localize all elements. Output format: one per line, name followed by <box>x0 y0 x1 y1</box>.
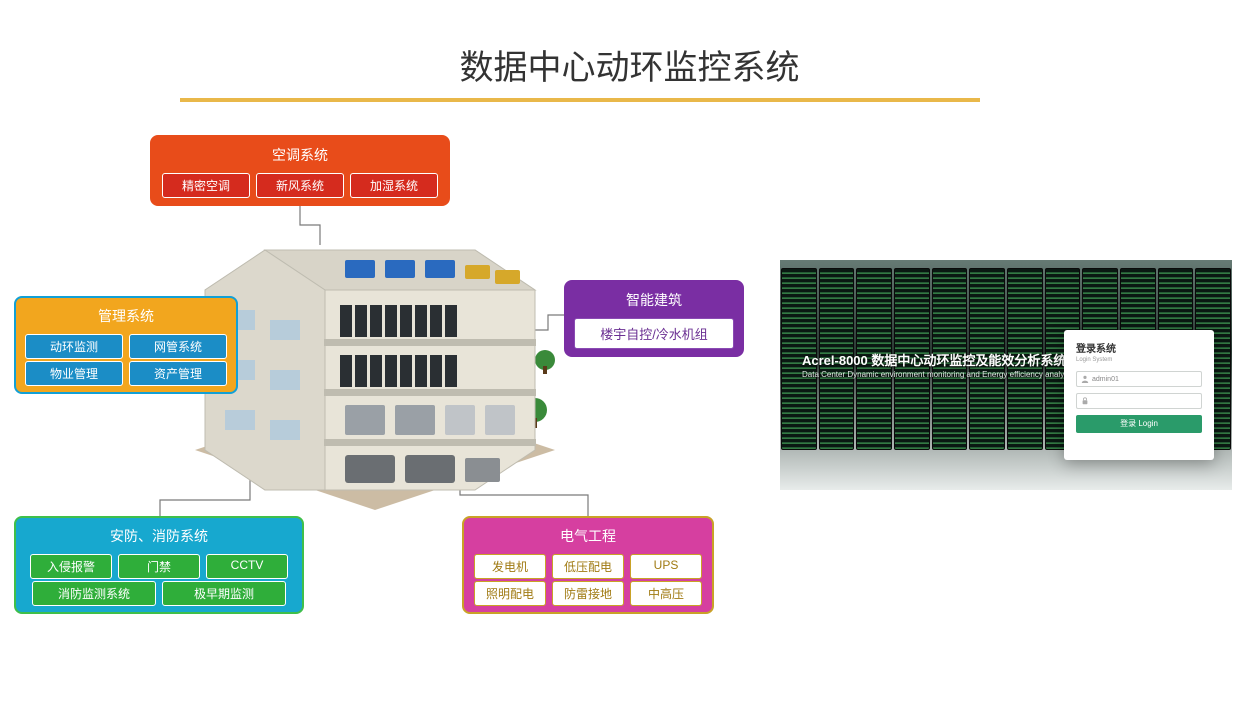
pill-sec-r2-1: 极早期监测 <box>162 581 286 606</box>
user-icon <box>1081 375 1089 383</box>
pill-sec-r1-2: CCTV <box>206 554 288 579</box>
product-screenshot-panel: Acrel-8000 数据中心动环监控及能效分析系统 Data Center D… <box>780 260 1232 490</box>
pill-elec-r1-2: UPS <box>630 554 702 579</box>
pill-smart-0: 楼宇自控/冷水机组 <box>574 318 734 349</box>
pill-sec-r2-0: 消防监测系统 <box>32 581 156 606</box>
password-field[interactable] <box>1076 393 1202 409</box>
group-management-header: 管理系统 <box>22 302 230 332</box>
login-card-title: 登录系统 <box>1076 340 1202 355</box>
pill-hvac-2: 加湿系统 <box>350 173 438 198</box>
group-management: 管理系统 动环监测 网管系统 物业管理 资产管理 <box>14 296 238 394</box>
pill-elec-r2-0: 照明配电 <box>474 581 546 606</box>
group-electrical: 电气工程 发电机 低压配电 UPS 照明配电 防雷接地 中高压 <box>462 516 714 614</box>
username-field[interactable]: admin01 <box>1076 371 1202 387</box>
pill-mgmt-2: 物业管理 <box>25 361 123 386</box>
username-value: admin01 <box>1092 376 1119 383</box>
pill-hvac-1: 新风系统 <box>256 173 344 198</box>
group-smart-building: 智能建筑 楼宇自控/冷水机组 <box>564 280 744 357</box>
pill-elec-r2-2: 中高压 <box>630 581 702 606</box>
pill-mgmt-3: 资产管理 <box>129 361 227 386</box>
lock-icon <box>1081 397 1089 405</box>
product-title: Acrel-8000 数据中心动环监控及能效分析系统 <box>802 350 1066 369</box>
group-security-fire: 安防、消防系统 入侵报警 门禁 CCTV 消防监测系统 极早期监测 <box>14 516 304 614</box>
page-title: 数据中心动环监控系统 <box>0 40 1259 89</box>
pill-elec-r1-0: 发电机 <box>474 554 546 579</box>
group-electrical-header: 电气工程 <box>470 522 706 552</box>
group-smart-header: 智能建筑 <box>572 286 736 316</box>
login-card-subtitle: Login System <box>1076 357 1202 363</box>
login-button[interactable]: 登录 Login <box>1076 415 1202 433</box>
group-hvac-header: 空调系统 <box>158 141 442 171</box>
pill-hvac-0: 精密空调 <box>162 173 250 198</box>
pill-mgmt-0: 动环监测 <box>25 334 123 359</box>
title-underline <box>180 98 980 102</box>
group-security-header: 安防、消防系统 <box>22 522 296 552</box>
pill-mgmt-1: 网管系统 <box>129 334 227 359</box>
product-subtitle: Data Center Dynamic environment monitori… <box>802 370 1103 379</box>
pill-sec-r1-1: 门禁 <box>118 554 200 579</box>
pill-elec-r2-1: 防雷接地 <box>552 581 624 606</box>
login-card: 登录系统 Login System admin01 登录 Login <box>1064 330 1214 460</box>
group-hvac: 空调系统 精密空调 新风系统 加湿系统 <box>150 135 450 206</box>
pill-sec-r1-0: 入侵报警 <box>30 554 112 579</box>
pill-elec-r1-1: 低压配电 <box>552 554 624 579</box>
